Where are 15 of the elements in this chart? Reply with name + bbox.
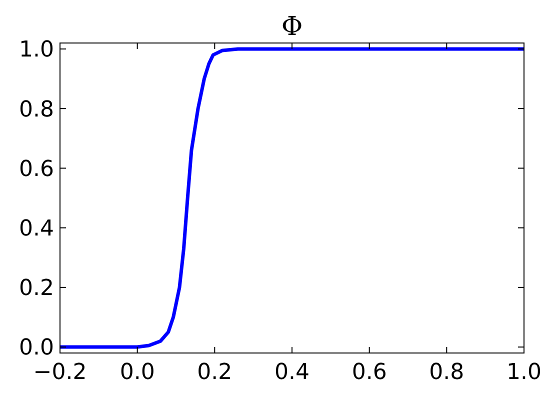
line-series [58,47,526,349]
x-tick-label: 0.4 [274,360,310,385]
x-tick-label: 0.6 [352,360,387,385]
y-tick-label: 0.6 [19,156,54,182]
y-tick-label: 0.8 [19,97,54,122]
y-tick-label: 0.4 [19,216,54,242]
x-tick-label: −0.2 [33,360,87,385]
x-tick-label: 1.0 [506,360,542,385]
chart-title: Φ [281,12,303,42]
x-tick-label: 0.8 [429,360,464,385]
x-tick-label: 0.2 [197,360,232,385]
y-tick-label: 1.0 [19,38,54,63]
x-tick-label: 0.0 [120,360,155,385]
y-tick-label: 0.0 [19,336,54,361]
y-tick-label: 0.2 [19,276,54,302]
